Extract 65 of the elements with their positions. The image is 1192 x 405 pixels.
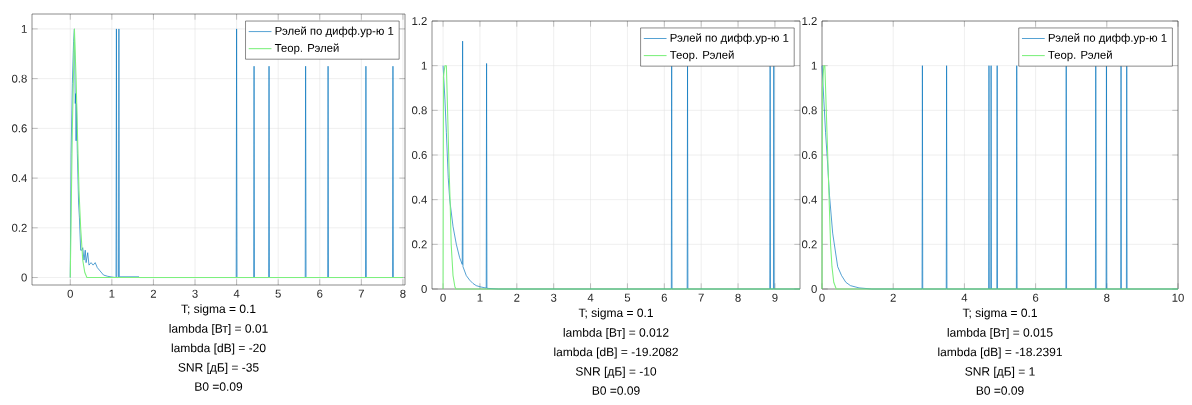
x-tick-label: 0 [67, 289, 73, 298]
legend-label: Теор. Рэлей [670, 50, 734, 62]
legend-label: Рэлей по дифф.ур-ю 1 [1048, 33, 1167, 45]
y-tick-label: 0.2 [411, 240, 427, 249]
x-tick-label: 7 [358, 289, 364, 298]
x-tick-label: 1 [109, 289, 115, 298]
legend-label: Теор. Рэлей [274, 43, 339, 55]
x-tick-label: 3 [192, 289, 198, 298]
y-tick-label: 0.2 [801, 240, 817, 249]
y-tick-label: 0 [21, 273, 27, 282]
x-axis-title: T; sigma = 0.1 [578, 308, 653, 320]
x-tick-label: 6 [317, 289, 323, 298]
x-tick-label: 0 [440, 293, 446, 302]
text: SNR [дБ] = -35 [178, 362, 259, 375]
x-tick-label: 2 [890, 293, 896, 302]
x-tick-label: 6 [1033, 293, 1039, 302]
y-tick-label: 0.2 [11, 223, 27, 232]
x-axis-title: T; sigma = 0.1 [181, 304, 256, 316]
x-tick-label: 8 [400, 289, 406, 298]
x-tick-label: 9 [772, 293, 778, 302]
x-axis-title: T; sigma = 0.1 [962, 308, 1037, 320]
y-tick-label: 0.6 [11, 124, 27, 133]
x-tick-label: 3 [550, 293, 557, 302]
y-tick-label: 1 [811, 61, 817, 70]
x-tick-label: 7 [698, 293, 704, 302]
y-tick-label: 0.8 [411, 106, 427, 115]
text: SNR [дБ] = -10 [575, 366, 657, 379]
x-tick-label: 8 [1104, 293, 1110, 302]
text: B0 =0.09 [195, 382, 243, 391]
y-tick-label: 0.6 [801, 151, 817, 160]
y-tick-label: 0.4 [11, 174, 27, 183]
x-tick-label: 4 [233, 289, 240, 298]
text: B0 =0.09 [976, 386, 1024, 395]
x-tick-label: 2 [150, 289, 157, 298]
y-tick-label: 0.4 [411, 195, 427, 204]
x-tick-label: 5 [275, 289, 281, 298]
legend-label: Рэлей по дифф.ур-ю 1 [670, 33, 789, 45]
x-tick-label: 0 [819, 293, 825, 302]
x-tick-label: 6 [661, 293, 667, 302]
legend-label: Теор. Рэлей [1048, 50, 1112, 62]
text: lambda [Вт] = 0.01 [169, 323, 268, 336]
x-tick-label: 2 [514, 293, 520, 302]
y-tick-label: 0.4 [801, 195, 817, 204]
y-tick-label: 0.6 [411, 151, 427, 160]
text: lambda [Вт] = 0.012 [563, 327, 669, 340]
x-tick-label: 5 [624, 293, 631, 302]
text: lambda [dB] = -20 [171, 343, 266, 355]
line-series [821, 65, 1179, 290]
text: B0 =0.09 [592, 386, 640, 395]
y-tick-label: 1.2 [412, 17, 427, 25]
x-tick-label: 10 [1172, 293, 1184, 302]
x-tick-label: 4 [961, 293, 968, 302]
text: SNR [дБ] = 1 [965, 366, 1035, 379]
text: lambda [dB] = -18.2391 [938, 347, 1062, 359]
y-tick-label: 1 [421, 61, 427, 70]
text: lambda [dB] = -19.2082 [554, 347, 678, 359]
y-tick-label: 1.2 [802, 17, 817, 25]
x-tick-label: 4 [587, 293, 594, 302]
legend-label: Рэлей по дифф.ур-ю 1 [275, 26, 394, 38]
y-tick-label: 0.8 [11, 74, 27, 83]
y-tick-label: 0.8 [801, 106, 817, 115]
y-tick-label: 1 [21, 25, 27, 33]
text: lambda [Вт] = 0.015 [947, 327, 1053, 340]
x-tick-label: 8 [735, 293, 741, 302]
x-tick-label: 1 [477, 293, 483, 302]
